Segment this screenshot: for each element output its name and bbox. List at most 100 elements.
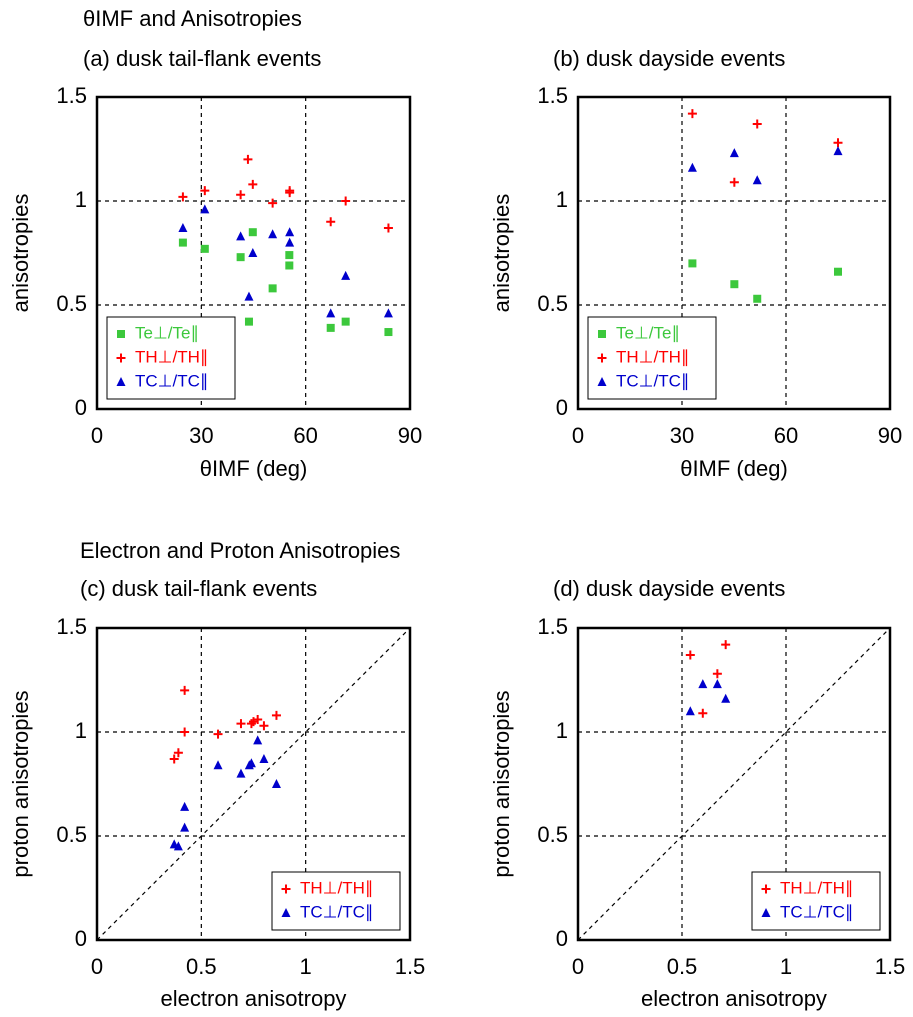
square-marker [244, 317, 253, 326]
triangle-marker [253, 735, 263, 745]
plus-marker [383, 223, 393, 233]
legend-box [271, 871, 401, 931]
plus-marker [253, 715, 263, 725]
square-marker [285, 261, 294, 270]
legend-box [106, 316, 236, 400]
legend: TH⊥/TH∥ TC⊥/TC∥ [751, 871, 881, 931]
plus-marker [169, 754, 179, 764]
legend-label: TH⊥/TH∥ [300, 878, 373, 897]
x-axis-label: θIMF (deg) [680, 456, 788, 481]
triangle-marker [213, 760, 223, 770]
triangle-marker [248, 248, 258, 257]
x-tick-label: 30 [189, 423, 213, 448]
x-tick-label: 60 [293, 423, 317, 448]
square-marker [730, 280, 739, 289]
plus-marker [597, 353, 607, 363]
plus-marker [236, 190, 246, 200]
triangle-marker [180, 801, 190, 811]
plus-marker [721, 640, 731, 650]
section-title: θIMF and Anisotropies [83, 6, 302, 31]
triangle-marker [173, 841, 183, 851]
x-tick-label: 0 [91, 423, 103, 448]
square-marker [248, 228, 257, 237]
y-axis-label: anisotropies [8, 194, 33, 313]
plus-marker [268, 198, 278, 208]
plot-frame [95, 626, 412, 942]
square-marker [688, 259, 697, 268]
legend-label: TC⊥/TC∥ [135, 371, 208, 390]
plus-marker [271, 710, 281, 720]
triangle-marker [341, 270, 351, 280]
legend: Te⊥/Te∥ TH⊥/TH∥ TC⊥/TC∥ [587, 316, 717, 400]
plus-marker [178, 192, 188, 202]
triangle-marker [246, 758, 256, 768]
chart-title: (d) dusk dayside events [553, 576, 785, 601]
y-axis-label: anisotropies [489, 194, 514, 313]
square-marker [178, 238, 187, 247]
y-tick-label: 0.5 [56, 291, 87, 316]
legend-label: TC⊥/TC∥ [616, 371, 689, 390]
legend-label: Te⊥/Te∥ [616, 323, 680, 342]
plus-marker [752, 119, 762, 129]
plus-marker [698, 708, 708, 718]
x-tick-label: 60 [774, 423, 798, 448]
chart-title: (c) dusk tail-flank events [80, 576, 317, 601]
y-tick-label: 1.5 [537, 83, 568, 108]
x-axis-label: θIMF (deg) [200, 456, 308, 481]
triangle-marker [178, 223, 188, 233]
plus-marker [687, 109, 697, 119]
triangle-marker [271, 779, 281, 788]
triangle-marker [244, 291, 254, 301]
legend-label: TC⊥/TC∥ [300, 902, 373, 921]
legend: Te⊥/Te∥ TH⊥/TH∥ TC⊥/TC∥ [106, 316, 236, 400]
plus-marker [246, 719, 256, 729]
y-tick-label: 0.5 [537, 291, 568, 316]
y-tick-label: 1 [75, 718, 87, 743]
legend-label: TH⊥/TH∥ [780, 878, 853, 897]
triangle-marker [281, 908, 291, 917]
plus-marker [180, 727, 190, 737]
plus-marker [729, 177, 739, 187]
triangle-marker [685, 706, 695, 716]
y-tick-label: 1.5 [56, 614, 87, 639]
y-tick-label: 0 [75, 395, 87, 420]
x-axis-label: electron anisotropy [641, 986, 827, 1011]
x-tick-label: 30 [670, 423, 694, 448]
diagonal-line [96, 627, 411, 941]
square-marker [753, 294, 762, 303]
plus-marker [249, 717, 258, 727]
y-tick-label: 1.5 [56, 83, 87, 108]
x-tick-label: 1.5 [875, 954, 906, 979]
plot-frame [576, 626, 892, 942]
triangle-marker [268, 229, 278, 239]
plus-marker [285, 186, 295, 196]
plus-marker [236, 719, 246, 729]
triangle-marker [383, 308, 393, 318]
y-tick-label: 0 [75, 926, 87, 951]
panel: θIMF and Anisotropies (a) dusk tail-flank… [8, 6, 422, 481]
triangle-marker [285, 237, 295, 247]
y-axis-label: proton anisotropies [8, 690, 33, 877]
triangle-marker [712, 679, 722, 689]
plus-marker [712, 669, 722, 679]
triangle-marker [752, 175, 762, 185]
y-tick-label: 0 [556, 926, 568, 951]
panel: (d) dusk dayside events 0 0.5 1 1.5 0 0.5 1 1.5 e… [489, 576, 905, 1011]
triangle-marker [721, 693, 731, 703]
y-tick-label: 1.5 [537, 614, 568, 639]
plus-marker [281, 884, 291, 894]
square-marker [341, 317, 350, 326]
triangle-marker [259, 754, 269, 764]
plus-marker [248, 179, 258, 189]
x-tick-label: 0 [91, 954, 103, 979]
triangle-marker [687, 162, 697, 172]
triangle-marker [236, 768, 246, 778]
plus-marker [213, 729, 223, 739]
y-tick-label: 1 [556, 187, 568, 212]
triangle-marker [597, 377, 607, 386]
plus-marker [833, 138, 843, 148]
panel: (b) dusk dayside events 0 30 60 90 0 0.5 1 1.5 θI… [489, 46, 902, 481]
triangle-marker [833, 146, 843, 156]
diagonal-line [577, 627, 891, 941]
legend-box [587, 316, 717, 400]
